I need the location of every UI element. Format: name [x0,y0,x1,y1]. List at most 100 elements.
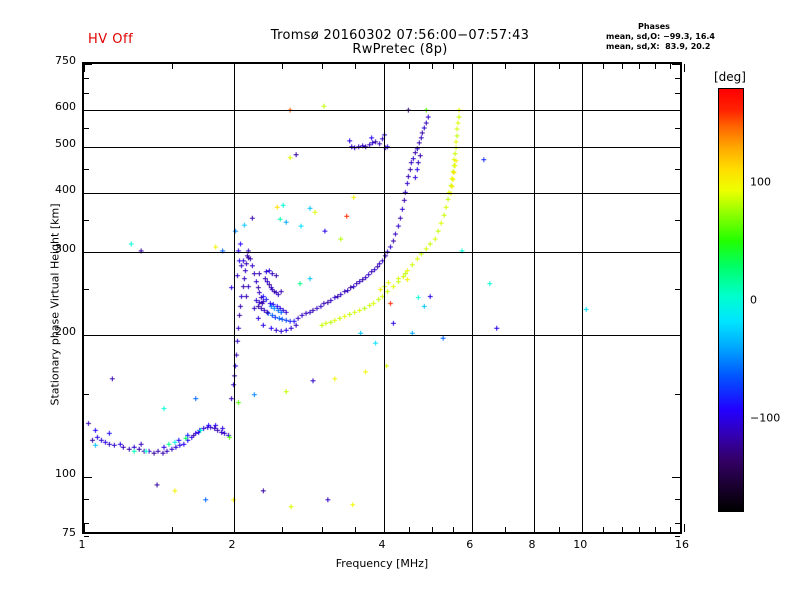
axis-tick [639,527,641,532]
axis-tick [234,524,235,532]
axis-tick [84,64,92,65]
axis-tick [84,109,92,111]
axis-tick [672,334,680,336]
colorbar-tick-label: 0 [750,293,757,307]
hv-status-label: HV Off [88,32,134,47]
axis-tick [84,168,89,170]
x-tick-label: 1 [78,538,86,551]
gridline-y [84,109,680,111]
axis-tick [675,93,680,95]
axis-tick [171,64,173,69]
x-tick-label: 8 [528,538,536,551]
axis-tick [684,524,685,532]
axis-tick [384,524,385,532]
x-tick-label: 10 [573,538,588,551]
axis-tick [84,498,89,500]
axis-tick [321,64,323,69]
axis-tick [432,64,434,69]
chart-title-line2: RwPretec (8p) [352,42,448,57]
axis-tick [684,64,685,72]
axis-tick [621,64,623,69]
axis-tick [672,192,680,194]
gridline-y [84,251,680,253]
axis-tick [639,64,641,69]
axis-tick [602,527,604,532]
colorbar-tick-label: 100 [750,175,771,189]
axis-tick [84,147,92,149]
axis-tick [672,64,680,65]
plot-area [82,62,685,537]
axis-tick [384,64,385,72]
axis-tick [84,477,92,479]
axis-tick [84,536,89,537]
gridline-y [84,147,680,149]
colorbar-unit-label: [deg] [714,70,746,84]
axis-tick [355,64,357,69]
x-tick-label: 6 [466,538,474,551]
axis-tick [452,64,454,69]
axis-tick [321,527,323,532]
x-tick-label: 4 [378,538,386,551]
axis-tick [534,64,535,72]
axis-tick [675,127,680,129]
axis-tick [471,64,473,72]
scatter-canvas [84,64,680,532]
axis-tick [655,527,657,532]
axis-tick [282,64,284,69]
axis-tick [84,127,89,129]
axis-tick [670,64,672,69]
axis-tick [452,527,454,532]
phase-o-stats: mean, sd,O: −99.3, 16.4 [606,32,715,41]
axis-tick [84,251,92,253]
gridline-x [471,64,473,532]
axis-tick [84,93,89,95]
x-axis-title: Frequency [MHz] [335,557,429,570]
colorbar-tick-label: −100 [750,411,781,425]
axis-tick [672,109,680,111]
phases-heading: Phases [638,22,670,31]
axis-tick [582,64,584,72]
axis-tick [559,527,561,532]
gridline-x [582,64,584,532]
axis-tick [84,522,89,524]
axis-tick [675,498,680,500]
axis-tick [84,192,92,194]
axis-tick [675,168,680,170]
axis-tick [84,289,89,291]
gridline-y [84,192,680,194]
axis-tick [582,524,584,532]
axis-tick [282,527,284,532]
axis-tick [675,536,680,537]
axis-tick [234,64,235,72]
x-tick-label: 16 [675,538,689,551]
axis-tick [84,524,85,532]
axis-tick [409,64,411,69]
gridline-x [534,64,535,532]
axis-tick [672,251,680,253]
axis-tick [84,64,85,72]
axis-tick [655,64,657,69]
axis-tick [84,334,92,336]
axis-tick [675,289,680,291]
axis-tick [621,527,623,532]
axis-tick [505,64,507,69]
axis-tick [409,527,411,532]
gridline-x [234,64,235,532]
axis-tick [672,147,680,149]
axis-tick [675,393,680,395]
axis-tick [602,64,604,69]
axis-tick [675,522,680,524]
colorbar [718,88,744,512]
axis-tick [84,393,89,395]
axis-tick [84,220,89,222]
axis-tick [675,78,680,80]
axis-tick [355,527,357,532]
axis-tick [559,64,561,69]
axis-tick [171,527,173,532]
gridline-y [84,334,680,336]
axis-tick [471,524,473,532]
chart-title-line1: Tromsø 20160302 07:56:00−07:57:43 [270,28,530,43]
axis-tick [505,527,507,532]
y-axis-title: Stationary phase Virtual Height [km] [48,203,62,406]
